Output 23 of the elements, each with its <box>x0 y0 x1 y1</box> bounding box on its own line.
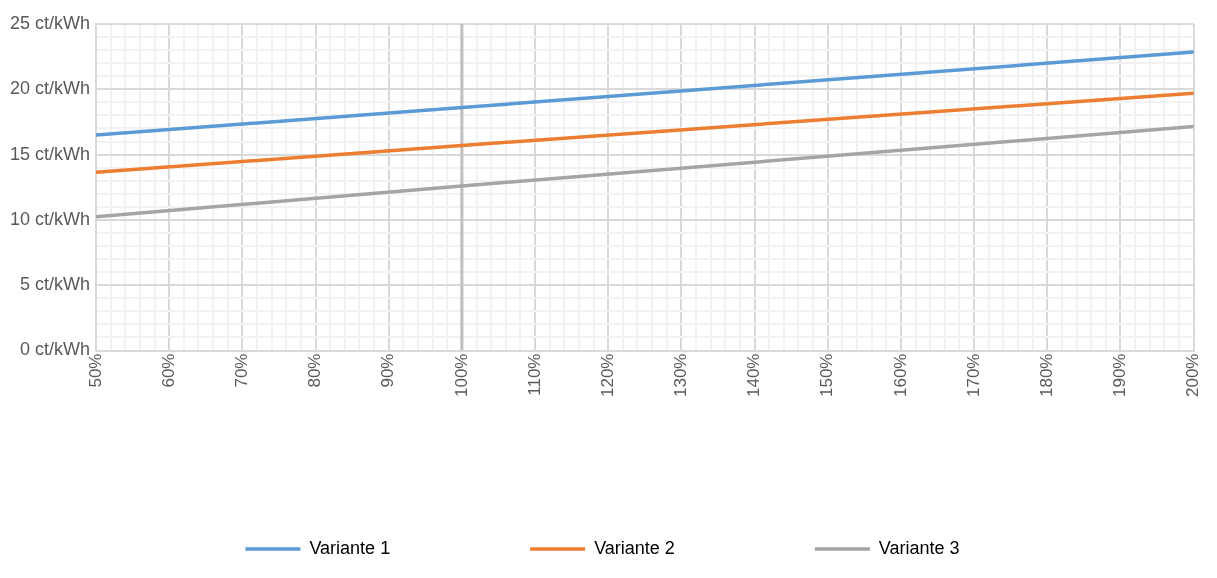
x-tick-label: 130% <box>671 353 691 397</box>
legend-label: Variante 2 <box>594 537 675 558</box>
x-tick-label: 80% <box>305 353 325 388</box>
x-tick-label: 60% <box>158 353 178 388</box>
y-tick-label: 25 ct/kWh <box>9 12 91 33</box>
x-tick-label: 140% <box>744 353 764 397</box>
x-tick-label: 90% <box>378 353 398 388</box>
y-tick-label: 20 ct/kWh <box>9 78 91 99</box>
x-tick-label: 120% <box>597 353 617 397</box>
y-tick-label: 10 ct/kWh <box>9 208 91 229</box>
x-tick-label: 160% <box>890 353 910 397</box>
legend-label: Variante 3 <box>878 537 960 558</box>
x-tick-label: 180% <box>1036 353 1056 397</box>
x-tick-label: 110% <box>524 353 544 396</box>
x-tick-label: 170% <box>963 353 983 397</box>
x-tick-label: 190% <box>1110 353 1130 397</box>
x-tick-label: 70% <box>232 353 252 388</box>
x-tick-label: 150% <box>817 353 837 397</box>
x-tick-label: 100% <box>451 353 471 397</box>
x-tick-label: 200% <box>1183 353 1203 397</box>
y-tick-label: 5 ct/kWh <box>20 274 91 295</box>
y-tick-label: 15 ct/kWh <box>9 143 91 164</box>
legend-label: Variante 1 <box>309 537 391 558</box>
